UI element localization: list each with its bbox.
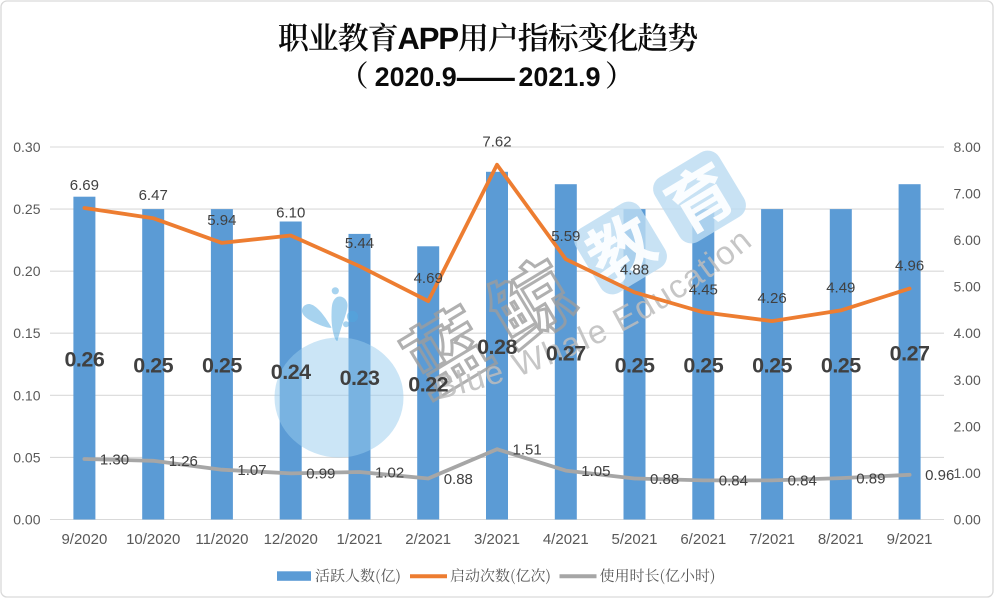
svg-text:5.59: 5.59 [551, 228, 580, 245]
svg-text:0.25: 0.25 [13, 201, 40, 217]
svg-text:0.28: 0.28 [477, 335, 517, 359]
svg-text:0.84: 0.84 [719, 473, 748, 490]
svg-text:0.26: 0.26 [64, 348, 104, 372]
svg-text:6/2021: 6/2021 [680, 531, 726, 548]
svg-text:4.96: 4.96 [895, 258, 924, 275]
svg-text:1.51: 1.51 [513, 442, 542, 459]
svg-text:8.00: 8.00 [954, 139, 981, 155]
svg-text:0.20: 0.20 [13, 263, 40, 279]
svg-text:4.49: 4.49 [826, 279, 855, 296]
svg-text:0.84: 0.84 [788, 473, 817, 490]
svg-text:2/2021: 2/2021 [405, 531, 451, 548]
svg-text:0.88: 0.88 [650, 471, 679, 488]
svg-text:0.25: 0.25 [821, 354, 861, 378]
svg-text:7.62: 7.62 [482, 134, 511, 151]
svg-text:5.94: 5.94 [207, 212, 236, 229]
svg-text:0.96: 0.96 [925, 467, 954, 484]
svg-text:11/2020: 11/2020 [195, 531, 248, 548]
svg-text:1.30: 1.30 [100, 451, 129, 468]
svg-text:0.00: 0.00 [954, 512, 981, 528]
svg-text:6.00: 6.00 [954, 232, 981, 248]
svg-text:4.45: 4.45 [689, 281, 718, 298]
svg-text:6.10: 6.10 [276, 205, 305, 222]
svg-text:5.00: 5.00 [954, 279, 981, 295]
svg-text:1.02: 1.02 [375, 464, 404, 481]
svg-text:0.27: 0.27 [546, 341, 586, 365]
svg-text:0.25: 0.25 [202, 354, 242, 378]
svg-text:4.26: 4.26 [757, 290, 786, 307]
svg-text:5.44: 5.44 [345, 235, 374, 252]
svg-text:0.88: 0.88 [444, 471, 473, 488]
svg-text:0.15: 0.15 [13, 325, 40, 341]
svg-text:0.30: 0.30 [13, 139, 40, 155]
svg-text:9/2021: 9/2021 [887, 531, 933, 548]
svg-text:4.00: 4.00 [954, 325, 981, 341]
svg-text:3/2021: 3/2021 [474, 531, 520, 548]
svg-text:1.26: 1.26 [169, 453, 198, 470]
svg-text:0.24: 0.24 [271, 360, 311, 384]
svg-text:8/2021: 8/2021 [818, 531, 864, 548]
svg-text:1/2021: 1/2021 [337, 531, 383, 548]
svg-text:2.00: 2.00 [954, 418, 981, 434]
svg-text:4/2021: 4/2021 [543, 531, 589, 548]
svg-text:4.88: 4.88 [620, 261, 649, 278]
svg-text:0.99: 0.99 [306, 466, 335, 483]
svg-text:1.07: 1.07 [237, 462, 266, 479]
svg-text:5/2021: 5/2021 [612, 531, 658, 548]
svg-text:6.47: 6.47 [139, 187, 168, 204]
svg-text:4.69: 4.69 [414, 270, 443, 287]
svg-text:0.25: 0.25 [683, 354, 723, 378]
svg-text:0.27: 0.27 [890, 341, 930, 365]
svg-text:0.89: 0.89 [856, 470, 885, 487]
svg-text:7/2021: 7/2021 [749, 531, 795, 548]
svg-text:0.00: 0.00 [13, 512, 40, 528]
svg-text:9/2020: 9/2020 [61, 531, 107, 548]
svg-text:0.23: 0.23 [340, 366, 380, 390]
svg-text:6.69: 6.69 [70, 177, 99, 194]
svg-text:0.22: 0.22 [408, 372, 448, 396]
svg-text:3.00: 3.00 [954, 372, 981, 388]
svg-text:0.25: 0.25 [752, 354, 792, 378]
svg-text:7.00: 7.00 [954, 186, 981, 202]
svg-text:10/2020: 10/2020 [126, 531, 180, 548]
svg-text:1.00: 1.00 [954, 465, 981, 481]
svg-text:0.25: 0.25 [615, 354, 655, 378]
svg-text:1.05: 1.05 [581, 463, 610, 480]
svg-text:0.10: 0.10 [13, 387, 40, 403]
svg-text:0.05: 0.05 [13, 449, 40, 465]
svg-text:12/2020: 12/2020 [264, 531, 318, 548]
svg-text:0.25: 0.25 [133, 354, 173, 378]
